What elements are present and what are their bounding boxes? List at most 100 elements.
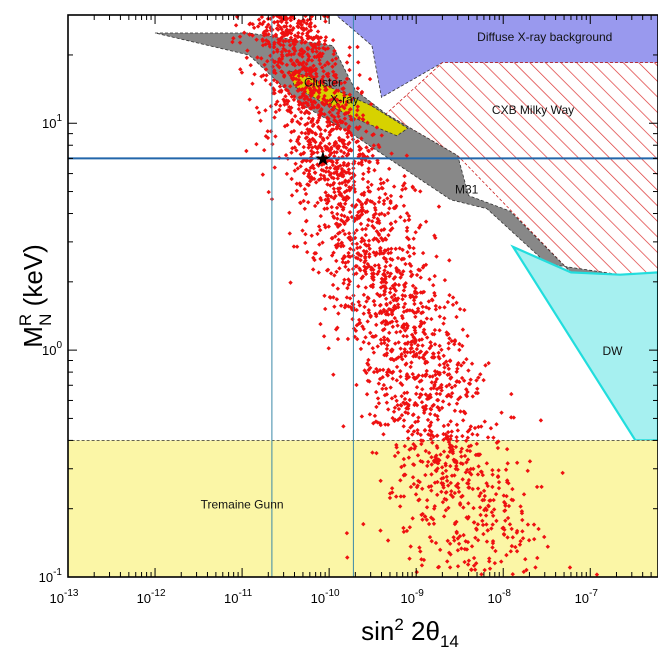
data-point [459,375,465,381]
data-point [305,83,310,89]
data-point [437,391,443,397]
data-point [281,39,286,44]
data-point [331,73,337,78]
data-point [304,66,310,71]
data-point [401,333,406,339]
data-point [418,349,423,355]
data-point [338,217,344,223]
data-point [300,73,305,79]
data-point [298,109,304,115]
data-point [454,530,459,536]
data-point [361,339,366,345]
data-point [446,505,451,511]
data-point [445,429,451,435]
data-point [407,245,412,250]
data-point [304,167,309,173]
data-point [369,219,375,224]
data-point [363,226,368,232]
data-point [233,23,239,28]
data-point [524,567,529,573]
data-point [332,140,338,145]
data-point [362,304,367,310]
data-point [309,148,314,154]
data-point [517,542,523,547]
data-point [441,449,447,454]
data-point [339,166,345,172]
data-point [429,355,435,360]
data-point [407,525,413,530]
data-point [474,561,479,566]
data-point [381,319,386,324]
data-point [332,189,337,195]
data-point [434,391,439,396]
data-point [459,546,464,551]
data-point [421,289,427,295]
data-point [345,151,351,157]
data-point [520,536,526,541]
data-point [306,131,311,136]
data-point [326,198,331,204]
data-point [305,103,311,108]
data-point [345,134,350,140]
data-point [287,210,292,215]
data-point [338,148,344,154]
data-point [342,189,347,195]
data-point [392,394,398,399]
data-point [429,455,434,460]
data-point [331,122,336,127]
data-point [402,173,407,179]
data-point [432,368,438,374]
data-point [502,527,507,532]
data-point [385,178,390,183]
data-point [340,259,346,265]
data-point [394,356,399,361]
data-point [325,182,330,187]
data-point [296,99,301,104]
data-point [348,305,353,310]
data-point [329,175,335,180]
data-point [334,88,339,93]
data-point [304,108,309,114]
data-point [450,295,456,300]
data-point [415,431,420,436]
data-point [430,351,436,356]
data-point [338,99,343,104]
data-point [282,83,288,89]
data-point [374,229,380,234]
data-point [492,560,498,566]
data-point [312,203,318,209]
data-point [231,36,236,41]
data-point [292,39,297,45]
data-point [521,569,526,575]
data-point [395,323,400,328]
data-point [301,66,307,71]
data-point [376,142,381,148]
data-point [428,406,433,412]
data-point [485,528,490,533]
data-point [301,19,307,25]
data-point [297,95,303,100]
data-point [238,67,243,72]
data-point [394,265,399,271]
data-point [389,349,394,354]
data-point [347,124,352,129]
data-point [410,475,416,480]
x-tick-label: 10-7 [575,588,599,606]
data-point [308,41,314,47]
data-point [475,386,480,392]
data-point [545,544,551,549]
data-point [289,176,294,182]
data-point [311,87,317,93]
data-point [330,58,335,63]
data-point [363,200,369,206]
data-point [409,332,415,337]
data-point [409,342,414,348]
data-point [473,535,478,541]
data-point [337,230,343,235]
data-point [336,237,341,242]
data-point [347,209,353,215]
data-point [321,45,326,51]
data-point [335,111,341,116]
data-point [399,413,405,418]
data-point [383,422,388,427]
